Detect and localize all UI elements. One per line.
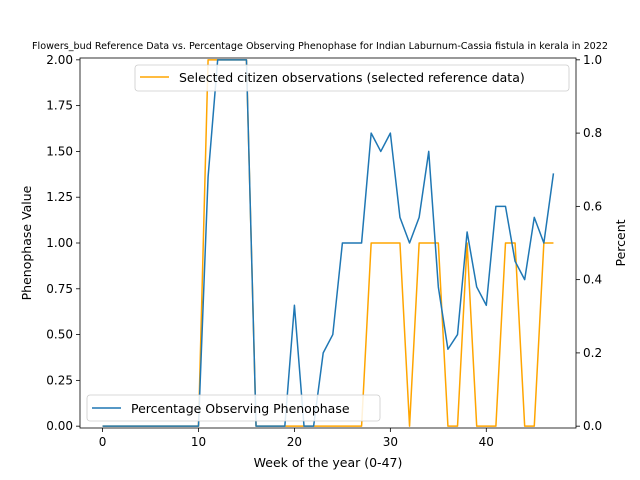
left-y-tick-label: 1.50 — [46, 144, 73, 158]
left-y-axis-ticks: 0.00 0.25 0.50 0.75 1.00 1.25 1.50 1.75 2.00 — [46, 53, 80, 433]
right-y-tick-label: 0.8 — [583, 126, 602, 140]
left-y-tick-label: 2.00 — [46, 53, 73, 67]
chart-title: Flowers_bud Reference Data vs. Percentag… — [32, 41, 608, 52]
left-y-tick-label: 0.75 — [46, 282, 73, 296]
x-tick-label: 40 — [479, 435, 494, 449]
x-tick-label: 10 — [191, 435, 206, 449]
series-line-percentage — [102, 59, 555, 427]
x-tick-label: 0 — [99, 435, 107, 449]
legend-bottom-left: Percentage Observing Phenophase — [86, 394, 381, 422]
left-y-tick-label: 0.25 — [46, 373, 73, 387]
right-y-tick-label: 0.4 — [583, 273, 602, 287]
right-y-tick-label: 0.6 — [583, 199, 602, 213]
left-y-tick-label: 1.25 — [46, 190, 73, 204]
x-tick-label: 20 — [287, 435, 302, 449]
legend-label-reference: Selected citizen observations (selected … — [179, 70, 525, 85]
x-axis-label: Week of the year (0-47) — [254, 455, 403, 470]
right-y-axis-ticks: 0.0 0.2 0.4 0.6 0.8 1.0 — [576, 53, 602, 433]
legend-top-right: Selected citizen observations (selected … — [134, 64, 570, 92]
left-y-axis-label: Phenophase Value — [19, 185, 34, 300]
left-y-tick-label: 1.00 — [46, 236, 73, 250]
left-y-tick-label: 0.00 — [46, 419, 73, 433]
right-y-tick-label: 0.0 — [583, 419, 602, 433]
right-y-tick-label: 0.2 — [583, 346, 602, 360]
legend-box — [134, 64, 570, 92]
x-tick-label: 30 — [383, 435, 398, 449]
legend-label-percentage: Percentage Observing Phenophase — [131, 401, 350, 416]
left-y-tick-label: 0.50 — [46, 328, 73, 342]
x-axis-ticks: 0 10 20 30 40 — [99, 428, 494, 449]
percentage-observing-series — [102, 59, 555, 427]
right-y-tick-label: 1.0 — [583, 53, 602, 67]
left-y-tick-label: 1.75 — [46, 99, 73, 113]
legend-box — [86, 394, 381, 422]
right-y-axis-label: Percent — [613, 219, 628, 266]
